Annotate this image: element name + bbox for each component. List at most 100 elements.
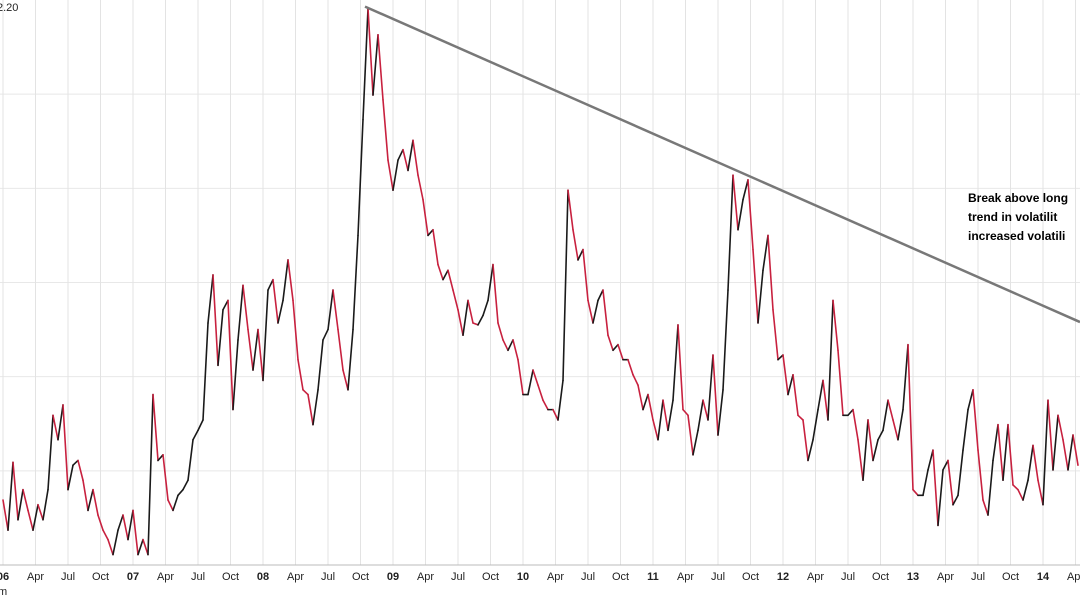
line-segment xyxy=(692,429,699,456)
line-segment xyxy=(47,414,54,491)
line-segment xyxy=(207,274,214,324)
line-segment xyxy=(387,159,394,192)
line-segment xyxy=(312,389,319,426)
line-segment xyxy=(182,479,189,491)
line-segment xyxy=(597,289,604,302)
x-tick-label: 11 xyxy=(647,571,659,583)
line-segment xyxy=(267,278,274,291)
line-segment xyxy=(187,438,194,482)
line-segment xyxy=(722,289,729,391)
x-tick-label: Jul xyxy=(711,571,725,583)
line-segment xyxy=(907,343,914,491)
line-segment xyxy=(792,373,799,417)
line-segment xyxy=(302,389,309,396)
line-segment xyxy=(1002,423,1009,482)
line-segment xyxy=(117,514,124,531)
line-segment xyxy=(822,379,829,421)
line-segment xyxy=(737,198,744,231)
line-segment xyxy=(2,499,9,531)
line-segment xyxy=(702,399,709,421)
line-segment xyxy=(492,263,499,324)
line-segment xyxy=(952,494,959,506)
line-segment xyxy=(137,538,144,556)
line-segment xyxy=(997,423,1004,482)
line-segment xyxy=(412,139,419,176)
line-segment xyxy=(762,234,769,272)
line-segment xyxy=(382,99,389,161)
line-segment xyxy=(242,284,249,331)
line-segment xyxy=(332,289,339,331)
x-tick-label: Apr xyxy=(27,571,44,583)
line-segment xyxy=(662,399,669,432)
x-tick-label: Jul xyxy=(841,571,855,583)
line-segment xyxy=(857,438,864,482)
line-segment xyxy=(342,369,349,391)
line-segment xyxy=(512,339,519,361)
line-segment xyxy=(197,419,204,432)
line-segment xyxy=(587,299,594,324)
x-tick-label: Oct xyxy=(1002,571,1019,583)
line-segment xyxy=(162,454,169,501)
line-segment xyxy=(167,499,174,512)
line-segment xyxy=(802,419,809,462)
line-segment xyxy=(772,309,779,361)
line-segment xyxy=(212,274,219,367)
line-segment xyxy=(517,358,524,396)
line-segment xyxy=(677,324,684,411)
line-segment xyxy=(367,7,374,96)
x-tick-label: 13 xyxy=(907,571,919,583)
line-segment xyxy=(637,384,644,411)
line-segment xyxy=(427,228,434,237)
line-segment xyxy=(127,509,134,541)
line-segment xyxy=(407,139,414,172)
line-segment xyxy=(937,469,944,527)
line-segment xyxy=(122,514,129,541)
x-tick-label: 07 xyxy=(127,571,139,583)
line-segment xyxy=(1012,484,1019,491)
x-tick-label: Apr xyxy=(1067,571,1080,583)
x-tick-label: Oct xyxy=(612,571,629,583)
line-segment xyxy=(1062,438,1069,471)
line-segment xyxy=(397,148,404,161)
line-segment xyxy=(202,322,209,421)
line-segment xyxy=(72,459,79,466)
x-tick-label: 10 xyxy=(517,571,529,583)
x-tick-label: Jul xyxy=(451,571,465,583)
annotation: Break above long xyxy=(968,191,1068,205)
line-segment xyxy=(967,389,974,411)
line-segment xyxy=(652,419,659,441)
line-segment xyxy=(247,328,254,371)
line-segment xyxy=(507,339,514,352)
line-segment xyxy=(882,399,889,432)
line-segment xyxy=(1057,414,1064,441)
line-segment xyxy=(147,393,154,556)
line-segment xyxy=(457,309,464,337)
line-segment xyxy=(42,488,49,521)
line-segment xyxy=(707,354,714,421)
line-segment xyxy=(872,438,879,462)
line-segment xyxy=(557,379,564,421)
x-tick-label: Apr xyxy=(287,571,304,583)
line-segment xyxy=(642,393,649,411)
line-segment xyxy=(887,399,894,421)
line-segment xyxy=(57,404,64,441)
line-segment xyxy=(92,488,99,516)
x-tick-label: Apr xyxy=(547,571,564,583)
annotation: increased volatili xyxy=(968,229,1065,243)
line-segment xyxy=(1052,414,1059,471)
line-segment xyxy=(417,174,424,201)
line-segment xyxy=(847,408,854,417)
line-segment xyxy=(1017,488,1024,501)
x-tick-label: 08 xyxy=(257,571,269,583)
line-segment xyxy=(767,234,774,311)
line-segment xyxy=(67,464,74,491)
x-tick-label: Jul xyxy=(191,571,205,583)
line-segment xyxy=(572,228,579,261)
line-segment xyxy=(217,309,224,367)
line-segment xyxy=(962,408,969,451)
line-segment xyxy=(232,339,239,411)
line-segment xyxy=(647,393,654,421)
line-segment xyxy=(442,269,449,281)
line-segment xyxy=(947,459,954,506)
x-tick-label: Oct xyxy=(352,571,369,583)
